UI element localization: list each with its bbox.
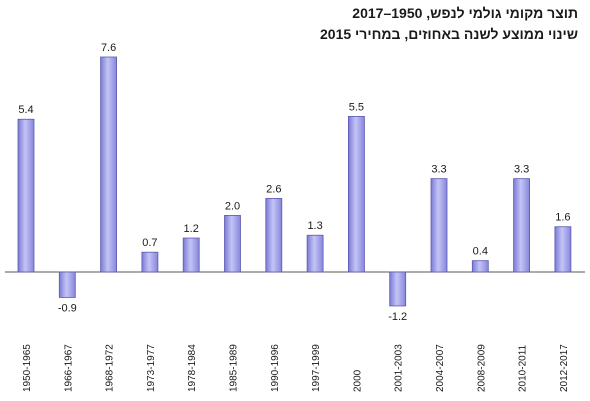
value-label-2000: 5.5 <box>349 101 364 113</box>
bar-2010-2011 <box>513 178 530 273</box>
value-label-1968-1972: 7.6 <box>101 42 116 54</box>
value-label-1973-1977: 0.7 <box>142 237 157 249</box>
bar-2012-2017 <box>554 226 572 273</box>
chart-title: תוצר מקומי גולמי לנפש, 1950–2017 <box>352 5 578 21</box>
value-label-2010-2011: 3.3 <box>514 164 529 176</box>
bar-1985-1989 <box>224 215 241 273</box>
value-label-1990-1996: 2.6 <box>266 183 281 195</box>
x-tick-label-1968-1972: 1968-1972 <box>105 344 116 392</box>
x-tick-label-1950-1965: 1950-1965 <box>22 344 33 392</box>
x-tick-label-1966-1967: 1966-1967 <box>63 344 74 392</box>
x-tick-label-2010-2011: 2010-2011 <box>518 344 529 392</box>
value-label-1997-1999: 1.3 <box>307 220 322 232</box>
bar-1973-1977 <box>141 251 159 273</box>
value-label-2008-2009: 0.4 <box>473 246 488 258</box>
value-label-1966-1967: -0.9 <box>58 302 77 314</box>
x-tick-label-2008-2009: 2008-2009 <box>476 344 487 392</box>
x-tick-label-2000: 2000 <box>352 369 363 392</box>
bar-2008-2009 <box>471 260 489 273</box>
bar-2004-2007 <box>430 178 448 273</box>
value-label-1985-1989: 2.0 <box>225 200 240 212</box>
x-tick-label-2004-2007: 2004-2007 <box>435 344 446 392</box>
bar-1966-1967 <box>58 271 76 298</box>
value-label-2012-2017: 1.6 <box>555 212 570 224</box>
x-tick-label-1990-1996: 1990-1996 <box>270 344 281 392</box>
value-label-2001-2003: -1.2 <box>388 311 407 323</box>
bar-1997-1999 <box>306 234 324 273</box>
bar-1990-1996 <box>265 198 283 273</box>
x-tick-label-2012-2017: 2012-2017 <box>559 344 570 392</box>
value-label-1950-1965: 5.4 <box>18 104 33 116</box>
value-label-2004-2007: 3.3 <box>431 164 446 176</box>
bar-1968-1972 <box>100 56 117 273</box>
x-tick-label-1978-1984: 1978-1984 <box>187 344 198 392</box>
bar-1950-1965 <box>17 118 35 273</box>
x-tick-label-1973-1977: 1973-1977 <box>146 344 157 392</box>
x-tick-label-1997-1999: 1997-1999 <box>311 344 322 392</box>
value-label-1978-1984: 1.2 <box>184 223 199 235</box>
x-tick-label-2001-2003: 2001-2003 <box>394 344 405 392</box>
bar-2000 <box>347 116 365 273</box>
bar-1978-1984 <box>182 237 200 273</box>
bar-2001-2003 <box>389 271 407 307</box>
chart-subtitle: שינוי ממוצע לשנה באחוזים, במחירי 2015 <box>320 26 578 42</box>
x-tick-label-1985-1989: 1985-1989 <box>229 344 240 392</box>
